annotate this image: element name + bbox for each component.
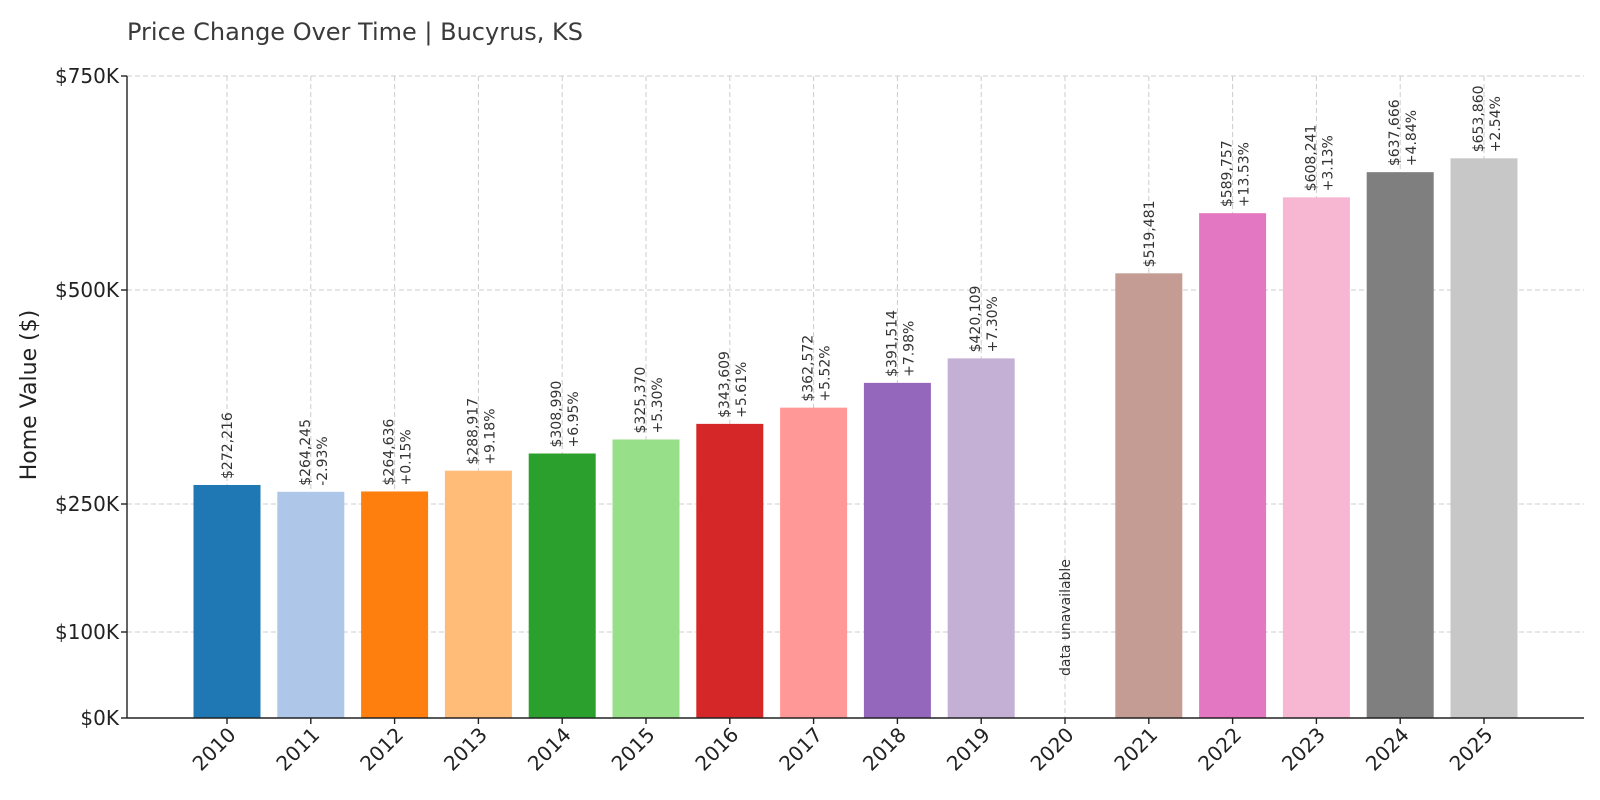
change-label: +2.54% [1488,96,1504,152]
x-tick-label: 2011 [271,723,324,776]
missing-data-label: data unavailable [1058,559,1074,676]
value-label: $608,241 [1303,125,1319,192]
chart-title: Price Change Over Time | Bucyrus, KS [127,18,583,46]
change-label: +5.61% [734,362,750,418]
x-tick-label: 2013 [439,723,492,776]
x-tick-label: 2021 [1109,723,1162,776]
x-tick-label: 2017 [774,723,827,776]
x-tick-label: 2024 [1361,723,1414,776]
x-tick-label: 2020 [1026,723,1079,776]
value-label: $589,757 [1220,140,1236,207]
x-tick-label: 2018 [858,723,911,776]
y-tick-label: $250K [55,492,120,516]
x-tick-label: 2014 [523,723,576,776]
value-label: $519,481 [1142,201,1158,268]
change-label: +7.98% [901,321,917,377]
bar-2011 [277,491,345,718]
change-label: +13.53% [1237,142,1253,207]
bar-2015 [612,439,680,718]
value-label: $264,245 [298,419,314,486]
change-label: +6.95% [566,391,582,447]
y-axis-label: Home Value ($) [17,310,42,481]
y-tick-label: $750K [55,64,120,88]
bar-2025 [1450,158,1518,718]
y-tick-label: $0K [80,706,119,730]
y-tick-label: $500K [55,278,120,302]
bar-2014 [528,453,596,718]
bar-2024 [1366,172,1434,718]
x-tick-label: 2012 [355,723,408,776]
value-label: $325,370 [633,367,649,434]
change-label: +3.13% [1320,135,1336,191]
value-label: $308,990 [549,381,565,448]
value-label: $420,109 [968,286,984,353]
value-label: $272,216 [220,412,236,479]
grid-layer [127,75,1584,719]
value-label: $362,572 [801,335,817,402]
x-tick-label: 2023 [1277,723,1330,776]
value-label: $637,666 [1387,99,1403,166]
data-label-layer: $272,216 $264,245 -2.93% $264,636 +0.15% $288… [220,85,1504,676]
x-tick-label: 2022 [1193,723,1246,776]
bar-2016 [696,423,764,718]
bar-layer [193,158,1518,718]
change-label: +4.84% [1404,110,1420,166]
bar-2021 [1115,273,1183,718]
bar-2013 [444,470,512,718]
x-tick-label: 2019 [942,723,995,776]
x-tick-label: 2025 [1445,723,1498,776]
bar-2018 [863,382,931,718]
bar-2017 [780,407,848,718]
x-tick-label: 2016 [690,723,743,776]
x-tick-label: 2010 [188,723,241,776]
change-label: -2.93% [315,436,331,486]
change-label: +5.52% [818,345,834,401]
value-label: $288,917 [465,398,481,465]
change-label: +5.30% [650,377,666,433]
x-tick-label: 2015 [607,723,660,776]
bar-2022 [1199,213,1267,718]
bar-2023 [1282,197,1350,718]
value-label: $653,860 [1471,85,1487,152]
bar-2012 [361,491,429,718]
change-label: +9.18% [482,408,498,464]
bar-2010 [193,484,261,718]
y-tick-label: $100K [55,620,120,644]
value-label: $391,514 [884,310,900,377]
bar-2019 [947,358,1015,718]
change-label: +7.30% [985,296,1001,352]
change-label: +0.15% [399,429,415,485]
value-label: $264,636 [382,419,398,486]
value-label: $343,609 [717,351,733,418]
